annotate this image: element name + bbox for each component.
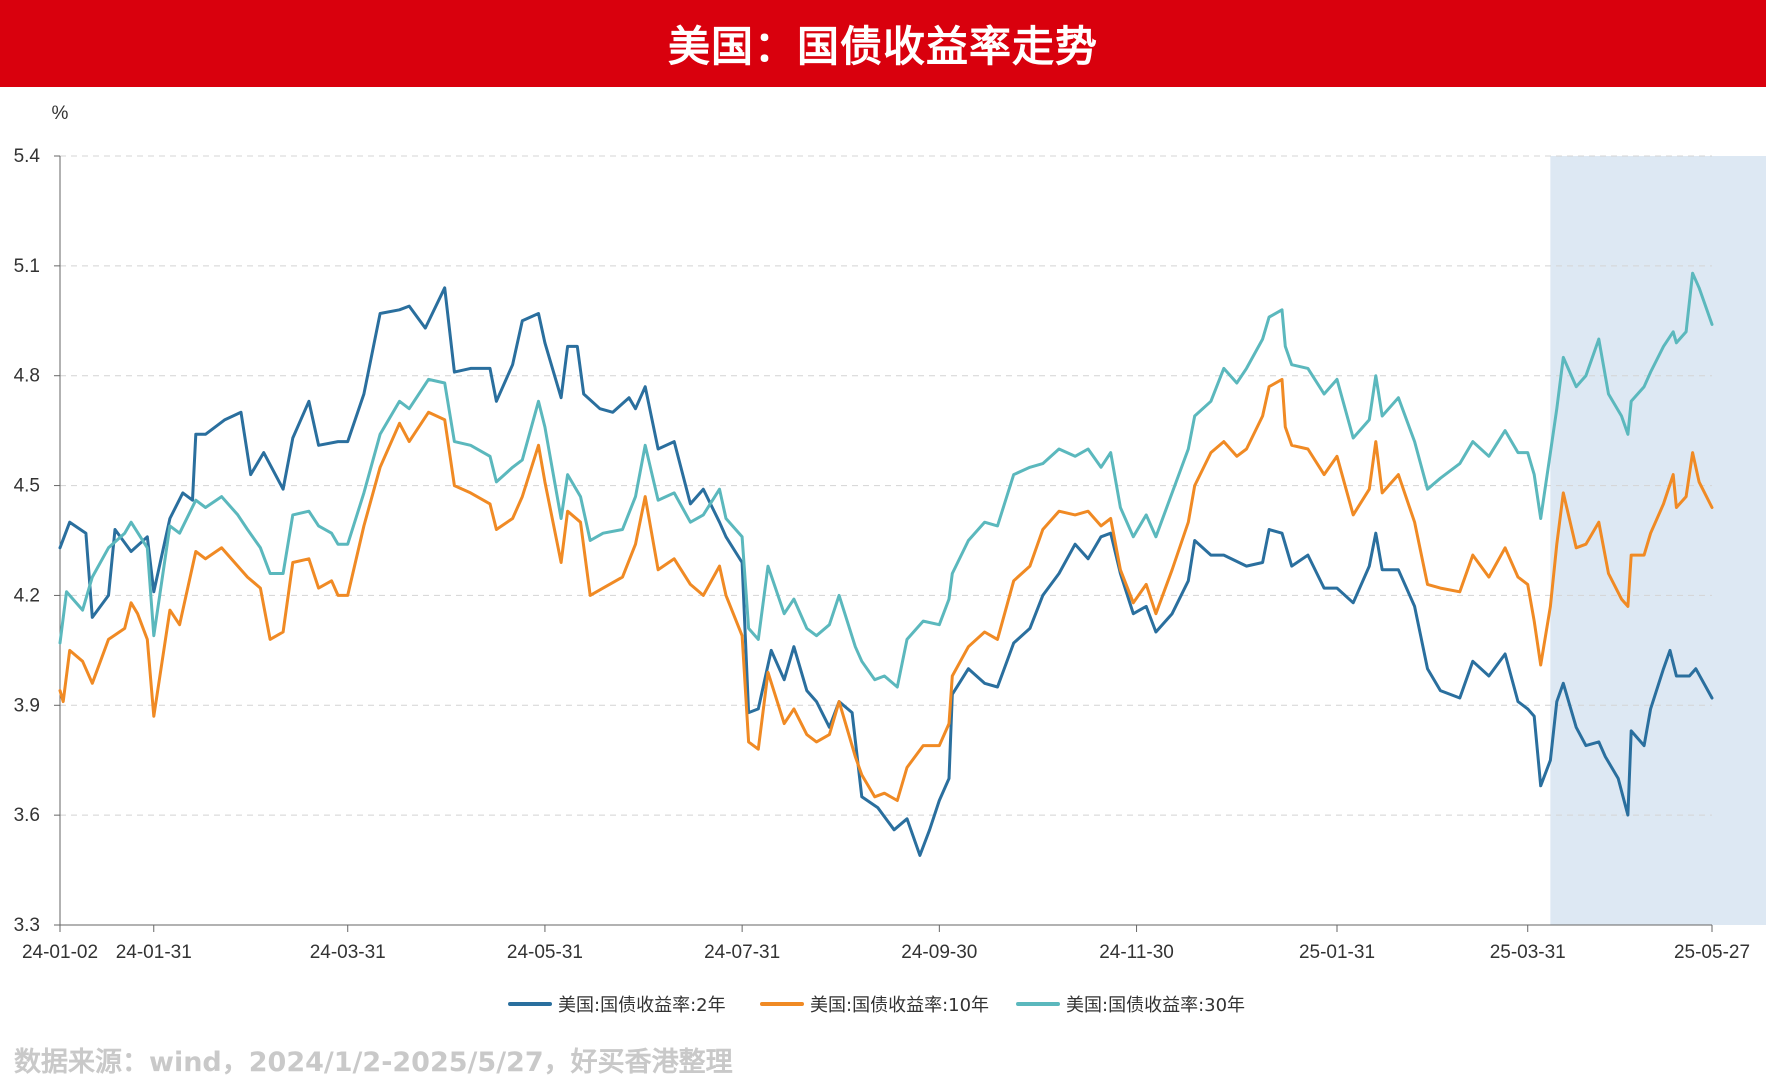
y-axis-unit-label: %: [52, 103, 69, 124]
series-line-1: [58, 286, 1714, 857]
x-tick-label: 25-05-27: [1674, 942, 1750, 963]
series-line-2: [58, 377, 1714, 802]
y-tick-label: 3.6: [14, 805, 40, 826]
legend-label-3: 美国:国债收益率:30年: [1066, 995, 1245, 1016]
axis-layer: 5.4 5.1 4.8 4.5 4.2 3.9 3.6 3.3 24-01-02 24-01-31…: [14, 146, 1750, 963]
series-layer: [58, 271, 1714, 857]
shaded-region-layer: [1550, 156, 1766, 925]
y-tick-label: 4.5: [14, 476, 40, 497]
x-tick-label: 25-01-31: [1299, 942, 1375, 963]
chart-title: 美国：国债收益率走势: [667, 22, 1098, 71]
x-tick-label: 24-07-31: [704, 942, 780, 963]
forecast-shaded-region: [1550, 156, 1766, 925]
gridline-layer: [60, 155, 1712, 816]
legend-label-2: 美国:国债收益率:10年: [810, 995, 989, 1016]
x-tick-label: 24-01-02: [22, 942, 98, 963]
x-tick-label: 25-03-31: [1490, 942, 1566, 963]
series-line-3: [58, 271, 1714, 689]
x-tick-label: 24-05-31: [507, 942, 583, 963]
x-tick-label: 24-11-30: [1099, 942, 1174, 963]
y-tick-label: 5.1: [14, 256, 40, 277]
source-note: 数据来源：wind，2024/1/2-2025/5/27，好买香港整理: [14, 1047, 733, 1078]
title-banner: 美国：国债收益率走势: [0, 0, 1766, 87]
y-tick-label: 4.8: [14, 366, 40, 387]
legend: 美国:国债收益率:2年 美国:国债收益率:10年 美国:国债收益率:30年: [508, 995, 1245, 1016]
x-tick-label: 24-03-31: [310, 942, 386, 963]
y-tick-label: 3.9: [14, 695, 40, 716]
y-tick-label: 3.3: [14, 915, 40, 936]
x-tick-label: 24-01-31: [116, 942, 192, 963]
yield-line-chart: 5.4 5.1 4.8 4.5 4.2 3.9 3.6 3.3 24-01-02 24-01-31…: [14, 103, 1766, 1016]
x-tick-label: 24-09-30: [901, 942, 977, 963]
legend-label-1: 美国:国债收益率:2年: [558, 995, 726, 1016]
y-tick-label: 5.4: [14, 146, 41, 167]
y-tick-label: 4.2: [14, 585, 40, 606]
